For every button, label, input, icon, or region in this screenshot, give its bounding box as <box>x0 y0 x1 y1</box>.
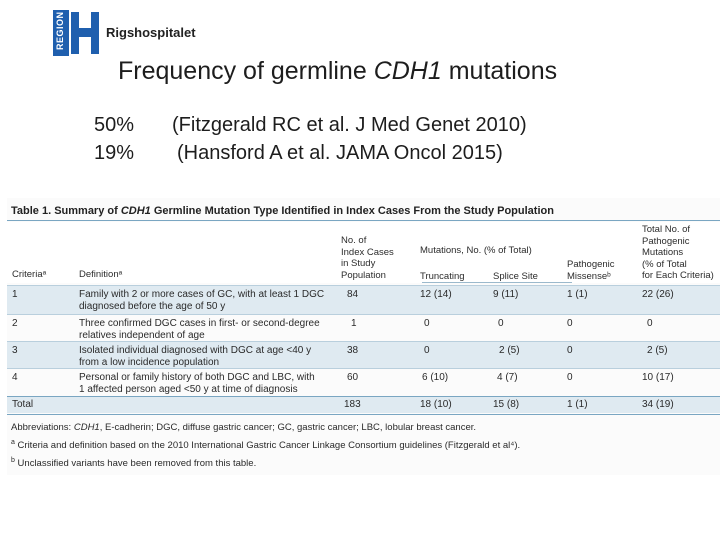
cell-definition: Three confirmed DGC cases in first- or s… <box>79 318 320 341</box>
table-bottom-rule <box>7 414 720 415</box>
table-row: 4 Personal or family history of both DGC… <box>7 368 720 397</box>
mutation-table-image: Table 1. Summary of CDH1 Germline Mutati… <box>7 198 720 475</box>
header-group-rule <box>422 282 572 283</box>
header-truncating: Truncating <box>420 271 465 282</box>
slide-title: Frequency of germline CDH1 mutations <box>118 57 558 85</box>
header-total: Total No. of Pathogenic Mutations (% of Tot… <box>642 224 714 281</box>
cell-total: 0 <box>647 318 653 329</box>
table-total-rule <box>7 396 720 397</box>
table-top-rule <box>7 220 720 221</box>
reference-percent: 50% <box>94 114 135 136</box>
cell-total: 2 (5) <box>647 345 668 356</box>
table-total-row: Total 183 18 (10) 15 (8) 1 (1) 34 (19) <box>7 397 720 413</box>
header-index-cases: No. of Index Cases in Study Population <box>341 235 394 281</box>
header-criteria: Criteriaᵃ <box>12 269 47 280</box>
cell-definition: Family with 2 or more cases of GC, with … <box>79 289 325 312</box>
cell-splice: 0 <box>498 318 504 329</box>
header-mutations: Mutations, No. (% of Total) <box>420 245 532 256</box>
cell-cases: 183 <box>344 399 361 410</box>
cell-splice: 4 (7) <box>497 372 518 383</box>
cell-total: 22 (26) <box>642 289 674 300</box>
footnote-b: b Unclassified variants have been remove… <box>11 457 257 470</box>
region-logo: REGION <box>53 10 99 56</box>
cell-criteria: 4 <box>12 372 18 383</box>
cell-truncating: 0 <box>424 318 430 329</box>
cell-missense: 0 <box>567 318 573 329</box>
reference-citation: (Fitzgerald RC et al. J Med Genet 2010) <box>172 114 527 136</box>
table-footnotes: Abbreviations: CDH1, E-cadherin; DGC, di… <box>11 420 520 471</box>
reference-percent: 19% <box>94 142 135 164</box>
cell-total: 34 (19) <box>642 399 674 410</box>
footnote-abbreviations: Abbreviations: CDH1, E-cadherin; DGC, di… <box>11 422 477 433</box>
cell-definition: Personal or family history of both DGC a… <box>79 372 315 395</box>
table-row: 3 Isolated individual diagnosed with DGC… <box>7 341 720 369</box>
cell-total: 10 (17) <box>642 372 674 383</box>
cell-missense: 0 <box>567 345 573 356</box>
table-row: 1 Family with 2 or more cases of GC, wit… <box>7 285 720 315</box>
cell-truncating: 12 (14) <box>420 289 452 300</box>
cell-criteria: Total <box>12 399 34 410</box>
cell-definition: Isolated individual diagnosed with DGC a… <box>79 345 312 368</box>
cell-truncating: 18 (10) <box>420 399 452 410</box>
cell-truncating: 0 <box>424 345 430 356</box>
cell-criteria: 2 <box>12 318 18 329</box>
cell-cases: 60 <box>347 372 359 383</box>
region-bar: REGION <box>53 10 69 56</box>
footnote-a: a Criteria and definition based on the 2… <box>11 439 521 452</box>
cell-cases: 84 <box>347 289 359 300</box>
hospital-name: Rigshospitalet <box>106 25 196 40</box>
region-label: REGION <box>55 11 65 50</box>
hospital-h-icon <box>71 12 99 54</box>
table-row: 2 Three confirmed DGC cases in first- or… <box>7 314 720 342</box>
header-splice-site: Splice Site <box>493 271 538 282</box>
cell-missense: 1 (1) <box>567 289 588 300</box>
reference-citation: (Hansford A et al. JAMA Oncol 2015) <box>177 142 503 164</box>
cell-cases: 1 <box>351 318 357 329</box>
cell-criteria: 3 <box>12 345 18 356</box>
table-caption: Table 1. Summary of CDH1 Germline Mutati… <box>11 205 554 217</box>
gene-name: CDH1 <box>373 57 442 85</box>
cell-missense: 1 (1) <box>567 399 588 410</box>
header-definition: Definitionᵃ <box>79 269 123 280</box>
cell-cases: 38 <box>347 345 359 356</box>
cell-criteria: 1 <box>12 289 18 300</box>
header-missense: Pathogenic Missenseᵇ <box>567 259 615 282</box>
cell-missense: 0 <box>567 372 573 383</box>
table-header: Criteriaᵃ Definitionᵃ No. of Index Cases i… <box>7 222 720 283</box>
cell-splice: 15 (8) <box>493 399 520 410</box>
cell-splice: 2 (5) <box>499 345 520 356</box>
cell-splice: 9 (11) <box>493 289 519 300</box>
cell-truncating: 6 (10) <box>422 372 449 383</box>
